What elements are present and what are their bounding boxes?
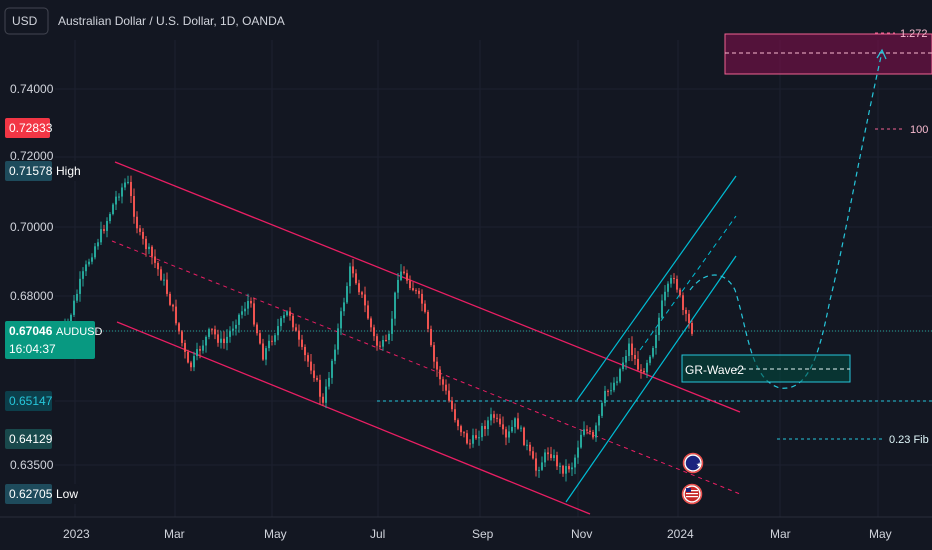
target-high-badge: 0.72833 (5, 118, 53, 138)
svg-text:AUDUSD: AUDUSD (56, 326, 103, 338)
australia-flag-icon[interactable]: ★ (682, 452, 704, 474)
time-label-may: May (264, 527, 287, 541)
low-badge: 0.62705 Low (5, 484, 79, 504)
target-zone[interactable] (724, 33, 932, 75)
price-tick-072: 0.72000 (10, 149, 54, 163)
svg-text:0.65147: 0.65147 (9, 394, 53, 408)
svg-text:0.71578: 0.71578 (9, 164, 53, 178)
symbol-title[interactable]: Australian Dollar / U.S. Dollar, 1D, OAN… (58, 14, 285, 28)
projection-arrow (876, 48, 887, 60)
high-badge: 0.71578 High (5, 161, 81, 181)
time-label-sep: Sep (472, 527, 494, 541)
svg-text:0.67046: 0.67046 (9, 324, 53, 338)
ascending-channel-mid[interactable] (639, 215, 737, 351)
svg-text:★: ★ (696, 461, 702, 469)
projection-path[interactable] (689, 51, 883, 389)
descending-channel-mid[interactable] (111, 240, 741, 495)
svg-text:0.62705: 0.62705 (9, 487, 53, 501)
descending-channel-upper[interactable] (114, 161, 741, 413)
usa-flag-icon[interactable] (681, 483, 703, 505)
descending-channel-lower[interactable] (116, 321, 591, 515)
time-label-nov: Nov (571, 527, 592, 541)
gr-wave2-label: GR-Wave2 (685, 363, 744, 377)
svg-text:0.72833: 0.72833 (9, 121, 53, 135)
time-label-mar: Mar (164, 527, 185, 541)
time-label-may-2024: May (869, 527, 892, 541)
current-price-badge: 0.67046 AUDUSD 16:04:37 (5, 321, 103, 359)
currency-button[interactable]: USD (4, 7, 49, 35)
time-label-mar-2024: Mar (770, 527, 791, 541)
level-2-badge: 0.64129 (5, 429, 53, 449)
candles (58, 175, 693, 482)
price-tick-074: 0.74000 (10, 82, 54, 96)
svg-text:0.64129: 0.64129 (9, 432, 53, 446)
time-axis[interactable]: 2023 Mar May Jul Sep Nov 2024 Mar May (63, 527, 892, 541)
price-tick-0635: 0.63500 (10, 458, 54, 472)
svg-text:USD: USD (12, 14, 38, 28)
time-label-2024: 2024 (667, 527, 694, 541)
svg-text:Low: Low (56, 487, 78, 501)
fib-1272-label: 1.272 (900, 28, 928, 40)
level-1-badge: 0.65147 (5, 391, 53, 411)
time-label-jul: Jul (370, 527, 385, 541)
grid (55, 40, 932, 517)
ascending-channel-upper[interactable] (576, 175, 737, 401)
fib-100-label: 100 (910, 124, 928, 136)
fib-023-label: 0.23 Fib (889, 434, 929, 446)
ascending-channel-lower[interactable] (565, 255, 737, 503)
time-label-2023: 2023 (63, 527, 90, 541)
svg-text:16:04:37: 16:04:37 (9, 342, 56, 356)
price-tick-070: 0.70000 (10, 220, 54, 234)
svg-text:High: High (56, 164, 81, 178)
price-tick-068: 0.68000 (10, 289, 54, 303)
